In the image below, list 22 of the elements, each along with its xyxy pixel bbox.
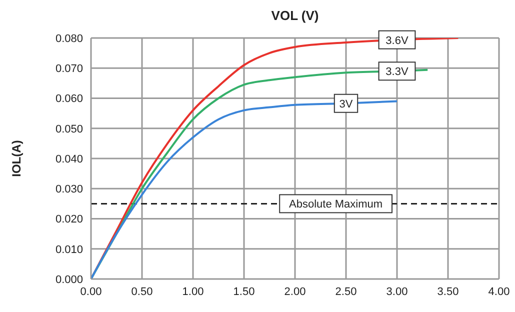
- x-tick-label: 0.50: [131, 286, 153, 298]
- y-tick-label: 0.000: [55, 274, 83, 286]
- x-tick-label: 3.50: [437, 286, 459, 298]
- y-tick-label: 0.040: [55, 153, 83, 166]
- y-tick-label: 0.030: [55, 184, 83, 196]
- x-tick-label: 0.00: [80, 286, 102, 298]
- series-label: 3V: [339, 98, 354, 110]
- x-tick-label: 1.00: [182, 286, 204, 298]
- y-tick-label: 0.010: [55, 244, 83, 256]
- y-tick-label: 0.080: [55, 32, 83, 45]
- x-tick-label: 2.00: [284, 286, 306, 298]
- x-tick-label: 3.00: [386, 286, 408, 298]
- y-axis-title: IOL(A): [9, 140, 24, 177]
- y-tick-label: 0.020: [55, 214, 83, 226]
- y-tick-label: 0.060: [55, 93, 83, 106]
- x-tick-label: 4.00: [488, 286, 510, 298]
- ref-line-label: Absolute Maximum: [289, 198, 383, 211]
- x-tick-label: 2.50: [335, 286, 357, 298]
- chart-title: VOL (V): [270, 8, 320, 23]
- y-tick-label: 0.070: [55, 63, 83, 76]
- x-tick-label: 1.50: [233, 286, 255, 298]
- y-tick-label: 0.050: [55, 123, 83, 136]
